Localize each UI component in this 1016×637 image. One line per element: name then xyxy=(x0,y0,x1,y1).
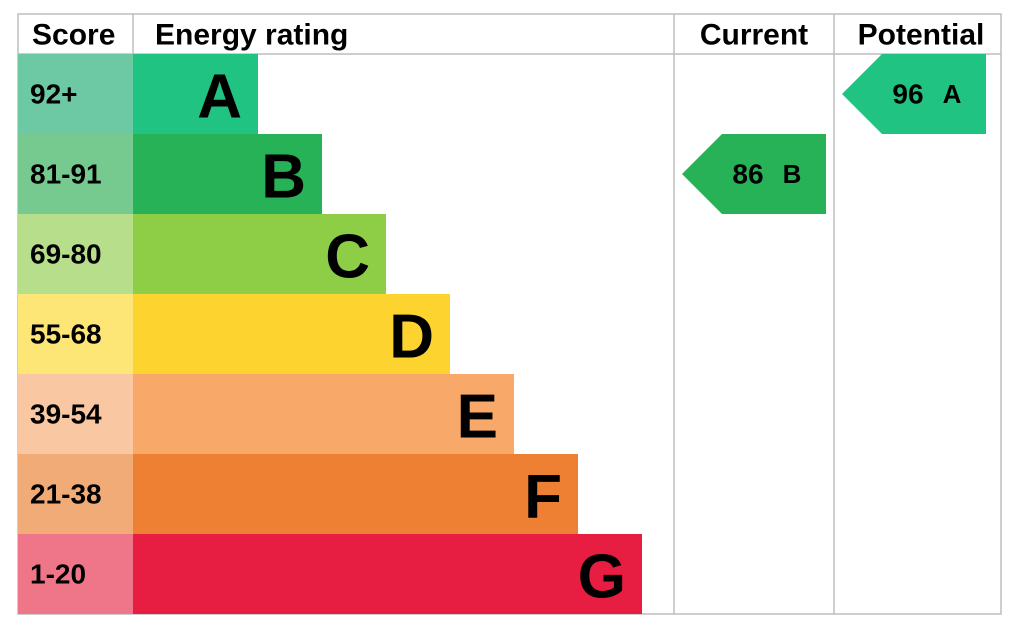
score-range: 69-80 xyxy=(30,239,102,270)
rating-value: 86 xyxy=(732,159,763,190)
score-range: 92+ xyxy=(30,79,78,110)
score-range: 21-38 xyxy=(30,479,102,510)
band-letter: D xyxy=(389,303,434,372)
rating-arrow xyxy=(682,134,826,214)
band-bar xyxy=(133,134,322,214)
header: Energy rating xyxy=(155,19,348,52)
score-range: 81-91 xyxy=(30,159,102,190)
band-bar xyxy=(133,534,642,614)
band-letter: G xyxy=(578,543,626,612)
band-letter: B xyxy=(261,143,306,212)
band-letter: A xyxy=(197,63,242,132)
header: Score xyxy=(32,19,115,52)
band-letter: C xyxy=(325,223,370,292)
band-bar xyxy=(133,214,386,294)
rating-letter: A xyxy=(943,79,962,109)
score-cell xyxy=(18,294,133,374)
score-cell xyxy=(18,214,133,294)
score-cell xyxy=(18,534,133,614)
rating-arrow xyxy=(842,54,986,134)
score-range: 39-54 xyxy=(30,399,102,430)
band-bar xyxy=(133,454,578,534)
score-cell xyxy=(18,374,133,454)
header: Potential xyxy=(858,19,985,52)
score-cell xyxy=(18,54,133,134)
score-cell xyxy=(18,134,133,214)
band-letter: E xyxy=(457,383,498,452)
band-letter: F xyxy=(524,463,562,532)
score-cell xyxy=(18,454,133,534)
rating-letter: B xyxy=(783,159,802,189)
band-bar xyxy=(133,374,514,454)
band-bar xyxy=(133,54,258,134)
score-range: 55-68 xyxy=(30,319,102,350)
rating-value: 96 xyxy=(892,79,923,110)
score-range: 1-20 xyxy=(30,559,86,590)
header: Current xyxy=(700,19,808,52)
band-bar xyxy=(133,294,450,374)
